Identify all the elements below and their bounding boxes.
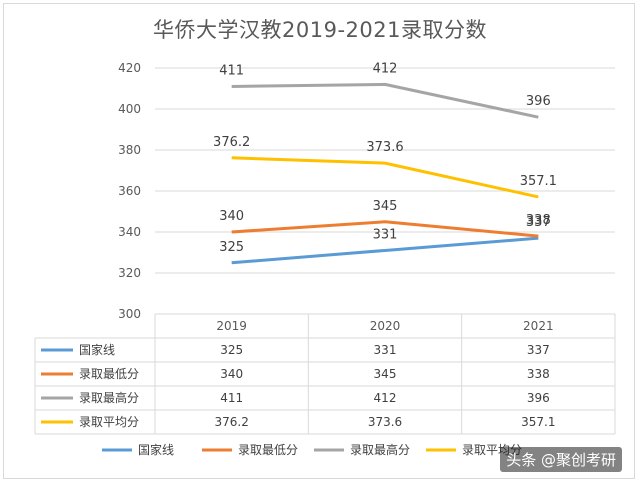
y-tick-label: 380 (118, 143, 141, 157)
series-line (231, 156, 539, 199)
table-cell: 337 (527, 343, 550, 357)
table-cell: 338 (527, 367, 550, 381)
table-series-name: 录取最高分 (79, 390, 139, 405)
series-line (231, 220, 539, 238)
table-cell: 396 (527, 391, 550, 405)
x-tick-label: 2021 (523, 319, 554, 333)
chart-title: 华侨大学汉教2019-2021录取分数 (153, 18, 487, 42)
y-tick-label: 400 (118, 102, 141, 116)
table-cell: 411 (220, 391, 243, 405)
table-cell: 376.2 (214, 415, 248, 429)
x-tick-label: 2019 (216, 319, 247, 333)
watermark: 头条 @聚创考研 (500, 447, 622, 472)
legend-label: 录取最高分 (350, 442, 410, 457)
data-label: 325 (219, 240, 244, 255)
chart-frame (3, 3, 635, 479)
y-tick-label: 360 (118, 184, 141, 198)
data-label: 338 (526, 213, 551, 228)
data-label: 411 (219, 63, 244, 78)
table-cell: 325 (220, 343, 243, 357)
x-tick-label: 2020 (370, 319, 401, 333)
data-label: 376.2 (213, 135, 250, 150)
y-tick-label: 420 (118, 61, 141, 75)
data-label: 357.1 (520, 174, 557, 189)
series-line (231, 82, 539, 119)
legend-label: 录取最低分 (238, 443, 298, 457)
table-cell: 331 (374, 343, 397, 357)
table-cell: 340 (220, 367, 243, 381)
y-tick-label: 300 (118, 307, 141, 321)
data-label: 340 (219, 209, 244, 224)
table-series-name: 国家线 (79, 342, 115, 357)
y-tick-label: 340 (118, 225, 141, 239)
data-label: 331 (373, 227, 398, 242)
data-label: 396 (526, 94, 551, 109)
series-line (231, 236, 539, 265)
table-cell: 357.1 (521, 415, 555, 429)
table-cell: 373.6 (368, 415, 402, 429)
legend-label: 国家线 (138, 442, 174, 457)
data-label: 337 (526, 215, 551, 230)
y-tick-label: 320 (118, 266, 141, 280)
table-cell: 345 (374, 367, 397, 381)
data-label: 412 (373, 61, 398, 76)
data-label: 373.6 (366, 140, 403, 155)
table-series-name: 录取平均分 (79, 415, 139, 429)
data-label: 345 (373, 199, 398, 214)
table-cell: 412 (374, 391, 397, 405)
table-series-name: 录取最低分 (79, 367, 139, 381)
